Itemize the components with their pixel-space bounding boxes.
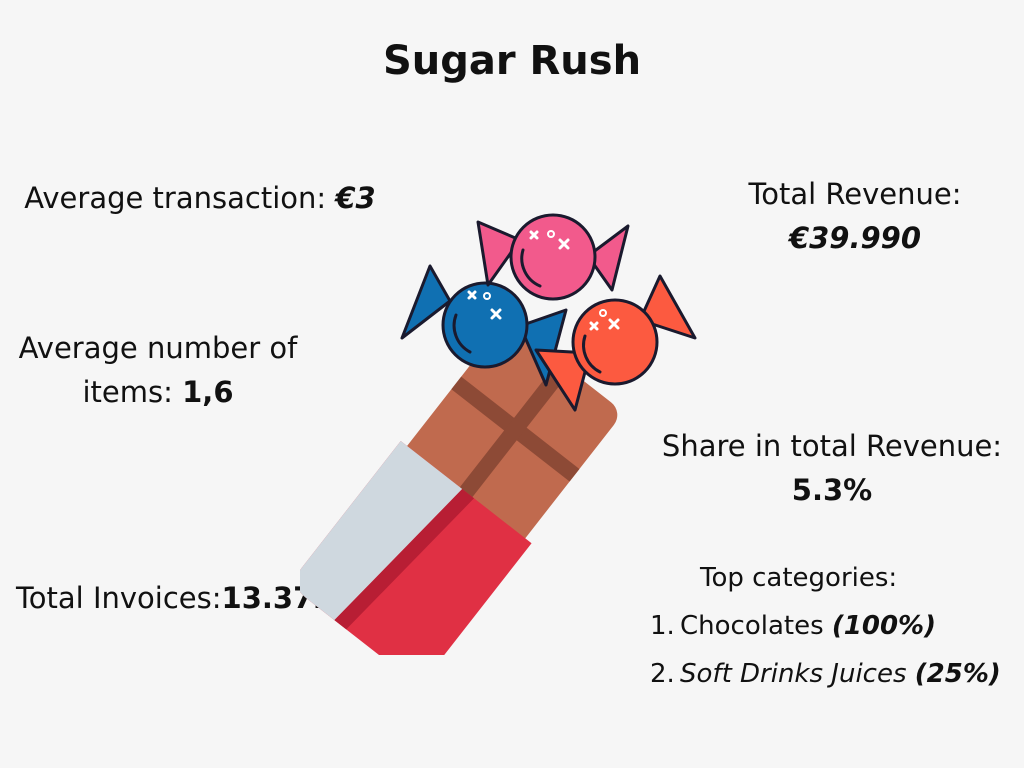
revenue-share-label: Share in total Revenue:: [661, 429, 1003, 463]
average-items-label: Average number of items:: [18, 331, 298, 409]
category-name: Soft Drinks Juices: [680, 659, 907, 689]
category-number: 1.: [650, 611, 675, 641]
total-invoices-stat: Total Invoices:13.372: [16, 576, 333, 620]
average-transaction-value: €3: [335, 181, 376, 215]
total-invoices-label: Total Invoices:: [16, 581, 222, 615]
page-title: Sugar Rush: [382, 38, 642, 84]
category-item: 2. Soft Drinks Juices (25%): [650, 650, 1010, 698]
average-items-stat: Average number of items: 1,6: [0, 326, 316, 414]
category-name: Chocolates: [680, 611, 824, 641]
revenue-share-stat: Share in total Revenue: 5.3%: [640, 424, 1024, 512]
candy-pink-icon: [476, 213, 630, 301]
category-number: 2.: [650, 659, 675, 689]
revenue-share-value: 5.3%: [791, 473, 873, 507]
average-items-value: 1,6: [182, 375, 234, 409]
top-categories: Top categories: 1. Chocolates (100%) 2. So…: [650, 558, 1010, 698]
category-item: 1. Chocolates (100%): [650, 602, 1010, 650]
category-percent: (100%): [831, 611, 936, 641]
total-revenue-value: €39.990: [788, 221, 922, 255]
average-transaction-label: Average transaction:: [24, 181, 336, 215]
candy-blue-icon: [400, 264, 568, 387]
top-categories-list: 1. Chocolates (100%) 2. Soft Drinks Juices…: [650, 602, 1010, 698]
total-revenue-label: Total Revenue:: [748, 177, 962, 211]
total-revenue-stat: Total Revenue: €39.990: [700, 172, 1010, 260]
average-transaction-stat: Average transaction: €3: [0, 176, 400, 220]
candy-orange-icon: [534, 274, 697, 412]
top-categories-title: Top categories:: [700, 563, 898, 593]
sweets-illustration: [300, 213, 697, 655]
category-percent: (25%): [914, 659, 1001, 689]
